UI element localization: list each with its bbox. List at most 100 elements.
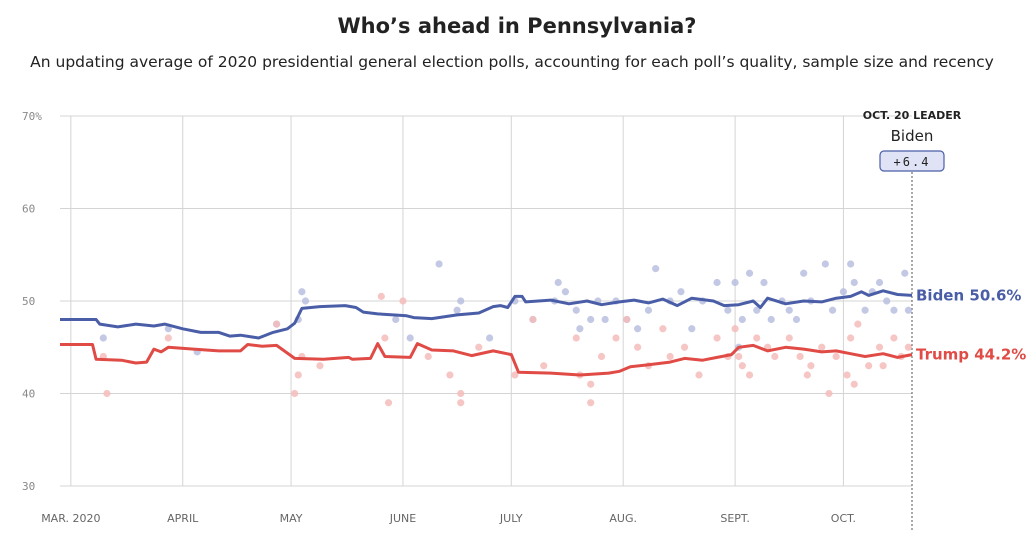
poll-dot-trump xyxy=(731,325,739,333)
poll-dot-biden xyxy=(457,297,465,305)
y-tick-label: 60 xyxy=(22,203,35,216)
poll-dot-biden xyxy=(767,315,775,324)
x-tick-label: AUG. xyxy=(609,512,637,525)
x-tick-label: MAR. 2020 xyxy=(41,512,100,525)
poll-dot-biden xyxy=(453,306,461,314)
poll-dot-trump xyxy=(666,352,674,361)
poll-dot-biden xyxy=(392,315,400,324)
average-lines xyxy=(60,289,913,377)
poll-dot-trump xyxy=(424,352,432,361)
poll-dot-trump xyxy=(875,343,884,351)
y-tick-label: 30 xyxy=(22,480,35,493)
poll-dot-trump xyxy=(890,334,898,342)
poll-dot-biden xyxy=(486,334,494,342)
poll-dot-trump xyxy=(475,343,483,351)
poll-dot-biden xyxy=(724,306,732,314)
poll-dot-biden xyxy=(839,288,848,296)
poll-dot-trump xyxy=(659,325,667,333)
poll-dot-biden xyxy=(634,325,642,333)
x-tick-label: SEPT. xyxy=(720,512,749,525)
poll-dot-trump xyxy=(291,389,299,398)
average-line-trump xyxy=(60,342,913,377)
poll-dot-biden xyxy=(753,306,761,314)
poll-dot-trump xyxy=(612,334,620,342)
chart-labels: 70% 60 50 40 30 MAR. 2020 APRIL MAY JUNE JULY AUG.… xyxy=(22,109,1026,525)
poll-dot-biden xyxy=(587,315,595,324)
poll-dot-biden xyxy=(745,269,754,277)
poll-dot-trump xyxy=(796,352,804,361)
poll-dot-biden xyxy=(677,288,685,296)
poll-dot-biden xyxy=(800,269,808,277)
poll-dot-trump xyxy=(634,343,642,351)
y-tick-label: 70% xyxy=(22,110,42,123)
poll-dot-trump xyxy=(377,292,385,300)
x-tick-label: APRIL xyxy=(167,512,199,525)
poll-dot-trump xyxy=(753,334,761,342)
poll-dot-trump xyxy=(540,362,548,370)
poll-dot-biden xyxy=(301,297,310,305)
poll-dot-trump xyxy=(785,334,793,342)
poll-dot-trump xyxy=(818,343,826,351)
poll-dot-trump xyxy=(103,389,111,398)
poll-dot-trump xyxy=(587,399,595,407)
poll-dot-biden xyxy=(406,334,414,342)
poll-dot-trump xyxy=(843,371,851,379)
poll-dot-trump xyxy=(446,371,454,379)
poll-dot-biden xyxy=(760,278,768,287)
poll-dots xyxy=(99,260,912,407)
poll-dot-biden xyxy=(688,325,696,333)
poll-dot-trump xyxy=(316,362,324,370)
poll-dot-biden xyxy=(890,306,898,314)
poll-dot-biden xyxy=(785,306,793,314)
poll-dot-trump xyxy=(803,371,811,379)
poll-dot-biden xyxy=(601,315,609,324)
poll-dot-trump xyxy=(745,371,754,379)
poll-dot-biden xyxy=(554,278,562,287)
series-end-label-biden: Biden 50.6% xyxy=(916,286,1021,304)
poll-dot-trump xyxy=(735,352,743,361)
poll-dot-trump xyxy=(771,352,779,361)
poll-dot-biden xyxy=(644,306,653,314)
poll-dot-trump xyxy=(572,334,580,342)
y-tick-label: 40 xyxy=(22,388,35,401)
poll-dot-biden xyxy=(713,278,721,287)
poll-dot-biden xyxy=(572,306,580,314)
leader-margin: +6.4 xyxy=(894,155,931,169)
poll-dot-trump xyxy=(597,352,606,361)
poll-dot-biden xyxy=(738,315,746,324)
poll-dot-biden xyxy=(576,325,584,333)
poll-dot-biden xyxy=(792,315,801,324)
poll-dot-trump xyxy=(273,320,281,328)
series-end-label-trump: Trump 44.2% xyxy=(916,346,1026,364)
poll-dot-biden xyxy=(99,334,107,342)
x-tick-label: JUNE xyxy=(389,512,417,525)
poll-dot-trump xyxy=(847,334,855,342)
poll-dot-biden xyxy=(883,297,891,305)
x-tick-label: MAY xyxy=(280,512,303,525)
poll-dot-trump xyxy=(850,380,858,388)
poll-dot-biden xyxy=(875,278,884,287)
chart-subtitle: An updating average of 2020 presidential… xyxy=(30,53,994,71)
poll-dot-trump xyxy=(587,380,595,388)
poll-dot-trump xyxy=(164,334,172,342)
poll-dot-trump xyxy=(713,334,721,342)
x-tick-label: JULY xyxy=(499,512,523,525)
poll-dot-trump xyxy=(457,389,465,398)
average-line-biden xyxy=(60,289,913,340)
y-tick-label: 50 xyxy=(22,295,35,308)
poll-dot-biden xyxy=(850,278,858,287)
chart-title: Who’s ahead in Pennsylvania? xyxy=(337,14,697,38)
poll-dot-biden xyxy=(821,260,829,268)
poll-dot-trump xyxy=(294,371,302,379)
leader-margin-badge xyxy=(879,150,945,172)
poll-dot-biden xyxy=(847,260,855,268)
poll-dot-biden xyxy=(652,265,660,273)
poll-dot-trump xyxy=(695,371,703,379)
poll-dot-biden xyxy=(901,269,909,277)
leader-heading: OCT. 20 LEADER xyxy=(863,109,962,122)
poll-dot-biden xyxy=(561,288,570,296)
poll-dot-trump xyxy=(457,399,465,407)
poll-dot-trump xyxy=(529,315,537,324)
x-tick-label: OCT. xyxy=(831,512,856,525)
